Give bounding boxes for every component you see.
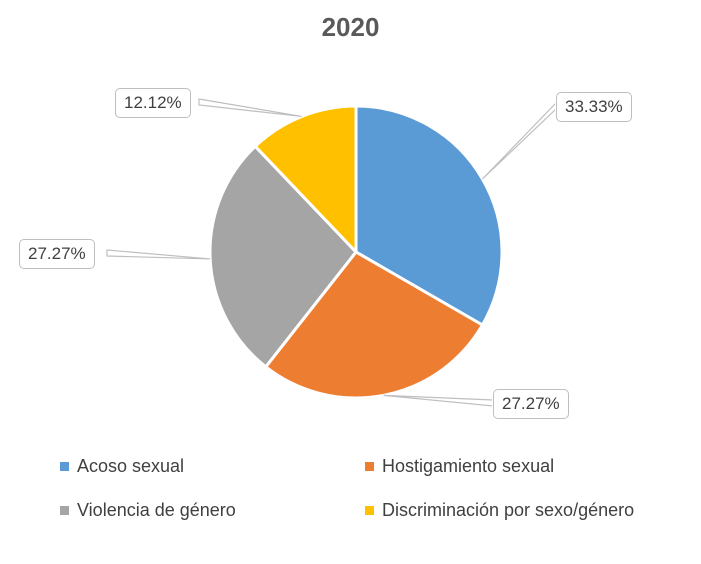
pie-plot-area	[106, 98, 557, 407]
legend-item-hostigamiento-sexual: Hostigamiento sexual	[365, 456, 554, 477]
legend-swatch-violencia-de-genero	[60, 506, 69, 515]
data-label-acoso-sexual: 33.33%	[556, 92, 632, 122]
pie-slice-acoso-sexual	[354, 104, 504, 327]
pie-slice-hostigamiento-sexual	[264, 250, 484, 400]
chart-title: 2020	[321, 12, 380, 42]
leader-line-violencia-de-genero	[106, 249, 211, 260]
data-label-hostigamiento-sexual: 27.27%	[493, 389, 569, 419]
legend-item-violencia-de-genero: Violencia de género	[60, 500, 236, 521]
legend-label-violencia-de-genero: Violencia de género	[77, 500, 236, 520]
data-label-violencia-de-genero: 27.27%	[19, 239, 95, 269]
legend-swatch-hostigamiento-sexual	[365, 462, 374, 471]
leader-line-discriminacion	[198, 98, 302, 118]
legend-swatch-acoso-sexual	[60, 462, 69, 471]
data-label-discriminacion: 12.12%	[115, 88, 191, 118]
legend-label-acoso-sexual: Acoso sexual	[77, 456, 185, 476]
pie-slice-violencia-de-genero	[208, 144, 358, 369]
legend-label-hostigamiento-sexual: Hostigamiento sexual	[382, 456, 555, 476]
legend-label-discriminacion: Discriminación por sexo/género	[382, 500, 635, 520]
legend-item-discriminacion: Discriminación por sexo/género	[365, 500, 634, 521]
legend-item-acoso-sexual: Acoso sexual	[60, 456, 184, 477]
leader-line-hostigamiento-sexual	[383, 394, 494, 407]
leader-line-acoso-sexual	[482, 101, 557, 180]
legend-swatch-discriminacion	[365, 506, 374, 515]
